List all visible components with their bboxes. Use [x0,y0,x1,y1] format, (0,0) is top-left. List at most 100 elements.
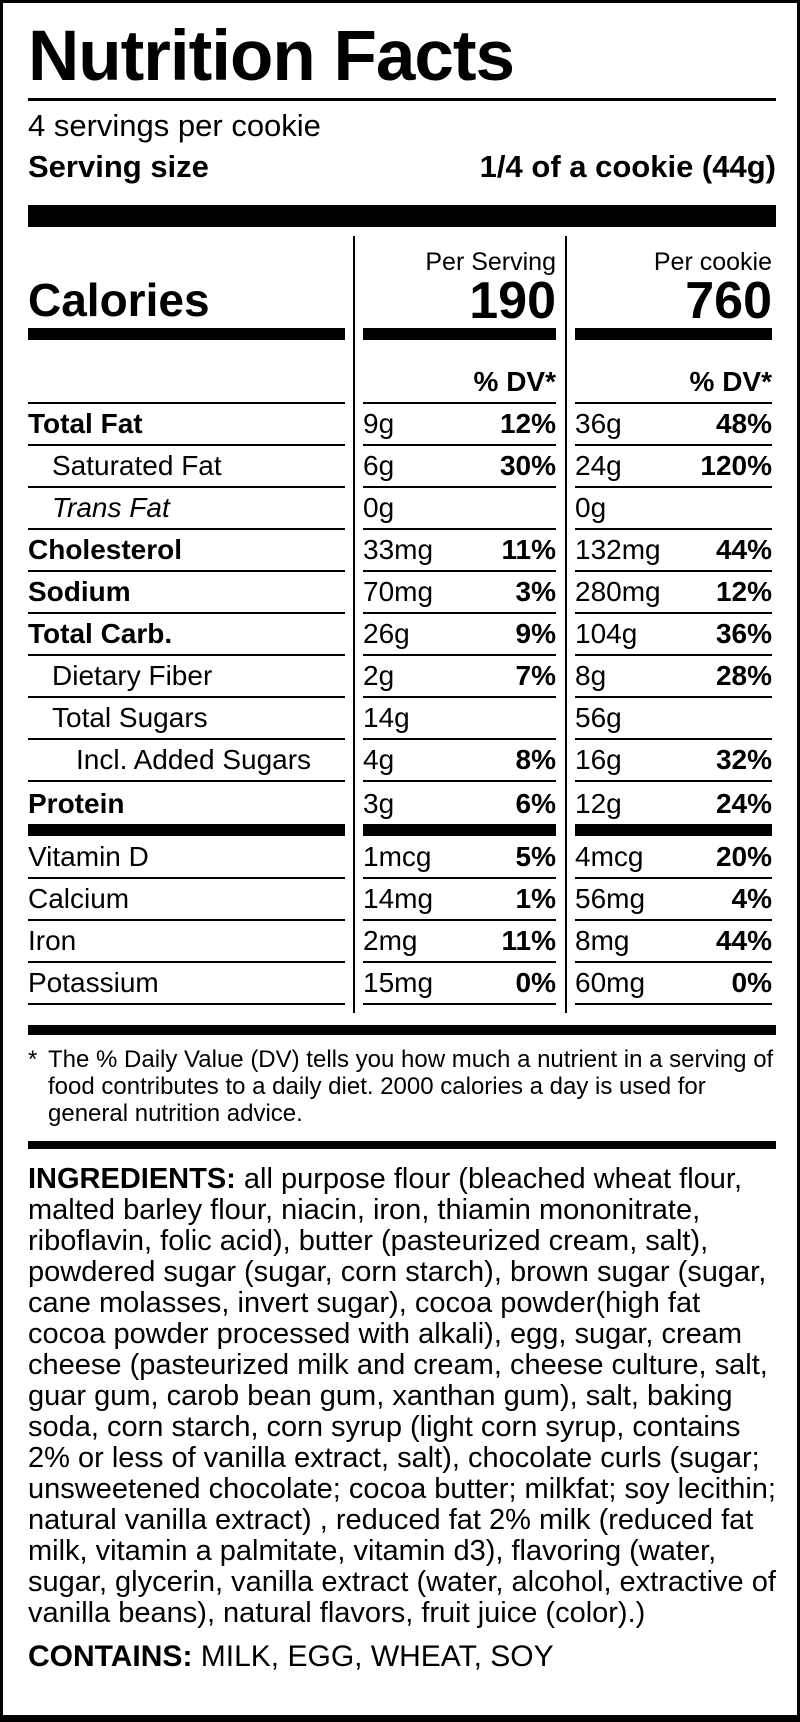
nutrient-amount: 132mg [575,534,661,565]
nutrient-amount: 16g [575,744,622,775]
calories-per-serving-value: 190 [469,272,556,330]
nutrient-amount: 56mg [575,883,646,914]
nutrition-table: Calories Per Serving 190 Per cookie 760 … [28,236,776,1013]
nutrient-dv: 9% [515,618,556,649]
dv-header-cookie: % DV* [689,366,772,397]
nutrient-amount: 1mcg [363,841,432,872]
nutrient-dv: 32% [715,744,772,775]
contains-section: CONTAINS: MILK, EGG, WHEAT, SOY [28,1638,776,1676]
column-divider-1 [353,236,355,1013]
row-calcium: Calcium 14mg 1% 56mg 4% [28,879,776,921]
nutrient-dv: 1% [515,883,556,914]
footnote-text: The % Daily Value (DV) tells you how muc… [48,1046,774,1127]
nutrient-dv: 8% [515,744,556,775]
row-saturated-fat: Saturated Fat 6g 30% 24g 120% [28,446,776,488]
nutrient-amount: 4mcg [575,841,644,872]
dv-header-serving: % DV* [473,366,556,397]
calories-per-cookie-value: 760 [685,272,772,330]
nutrient-amount: 15mg [363,967,434,998]
nutrient-amount: 104g [575,618,638,649]
footnote-asterisk: * [28,1046,38,1073]
nutrient-amount: 3g [363,788,395,819]
nutrient-amount: 70mg [363,576,434,607]
nutrient-dv: 5% [515,841,556,872]
calories-row: Calories Per Serving 190 Per cookie 760 [28,236,776,340]
contains-label: CONTAINS: [28,1640,193,1673]
nutrient-dv: 3% [515,576,556,607]
nutrient-dv: 28% [715,660,772,691]
nutrient-label: Potassium [28,967,159,998]
per-serving-header: Per Serving [425,248,556,276]
nutrient-label: Trans Fat [52,492,170,523]
nutrient-dv: 20% [715,841,772,872]
nutrient-label: Sodium [28,576,131,607]
nutrient-amount: 8mg [575,925,630,956]
nutrient-label: Protein [28,788,125,819]
nutrient-amount: 0g [363,492,395,523]
nutrient-dv: 44% [715,925,772,956]
row-added-sugars: Incl. Added Sugars 4g 8% 16g 32% [28,740,776,782]
nutrient-dv: 48% [715,408,772,439]
nutrient-dv: 0% [515,967,556,998]
calories-underline [28,328,345,340]
nutrient-amount: 12g [575,788,622,819]
nutrient-dv: 12% [715,576,772,607]
nutrient-label: Iron [28,925,77,956]
nutrient-amount: 33mg [363,534,434,565]
nutrient-dv: 36% [715,618,772,649]
nutrient-amount: 36g [575,408,622,439]
nutrient-amount: 6g [363,450,395,481]
nutrient-amount: 8g [575,660,607,691]
daily-value-header-row: % DV* % DV* [28,340,776,404]
calories-underline [575,328,772,340]
row-trans-fat: Trans Fat 0g 0g [28,488,776,530]
nutrient-amount: 2mg [363,925,418,956]
nutrient-amount: 56g [575,702,622,733]
nutrient-amount: 24g [575,450,622,481]
row-total-sugars: Total Sugars 14g 56g [28,698,776,740]
calories-label: Calories [28,274,210,326]
nutrient-amount: 14g [363,702,410,733]
nutrient-dv: 11% [501,925,557,956]
ingredients-label: INGREDIENTS: [28,1163,236,1195]
nutrient-dv: 24% [715,788,772,819]
ingredients-text: all purpose flour (bleached wheat flour,… [28,1163,776,1629]
nutrient-amount: 4g [363,744,395,775]
row-sodium: Sodium 70mg 3% 280mg 12% [28,572,776,614]
row-potassium: Potassium 15mg 0% 60mg 0% [28,963,776,1005]
nutrient-label: Incl. Added Sugars [76,744,312,775]
nutrient-dv: 4% [731,883,772,914]
nutrient-dv: 11% [501,534,557,565]
serving-size-value: 1/4 of a cookie (44g) [479,149,776,184]
nutrient-label: Total Carb. [28,618,173,649]
row-vitamin-d: Vitamin D 1mcg 5% 4mcg 20% [28,837,776,879]
nutrient-dv: 7% [515,660,556,691]
ingredients-separator-bar [28,1141,776,1149]
nutrient-dv: 12% [499,408,556,439]
nutrient-label: Total Fat [28,408,143,439]
nutrient-dv: 44% [715,534,772,565]
column-divider-2 [565,236,567,1013]
row-total-carb: Total Carb. 26g 9% 104g 36% [28,614,776,656]
vitamins-separator-bar [28,824,776,837]
nutrient-dv: 6% [515,788,556,819]
nutrient-amount: 14mg [363,883,434,914]
contains-text: MILK, EGG, WHEAT, SOY [200,1640,554,1673]
nutrient-label: Total Sugars [52,702,208,733]
servings-per-container: 4 servings per cookie [28,108,321,143]
nutrient-label: Calcium [28,883,130,914]
nutrient-label: Cholesterol [28,534,183,565]
row-iron: Iron 2mg 11% 8mg 44% [28,921,776,963]
nutrient-dv: 120% [700,450,772,481]
row-protein: Protein 3g 6% 12g 24% [28,782,776,824]
footnote-separator-bar [28,1025,776,1035]
row-cholesterol: Cholesterol 33mg 11% 132mg 44% [28,530,776,572]
nutrient-amount: 60mg [575,967,646,998]
nutrient-label: Saturated Fat [52,450,222,481]
serving-size-label: Serving size [28,149,209,184]
row-total-fat: Total Fat 9g 12% 36g 48% [28,404,776,446]
serving-size-row: Serving size 1/4 of a cookie (44g) [28,146,776,188]
nutrient-label: Vitamin D [28,841,149,872]
nutrient-dv: 0% [731,967,772,998]
thick-divider-bar [28,205,776,227]
